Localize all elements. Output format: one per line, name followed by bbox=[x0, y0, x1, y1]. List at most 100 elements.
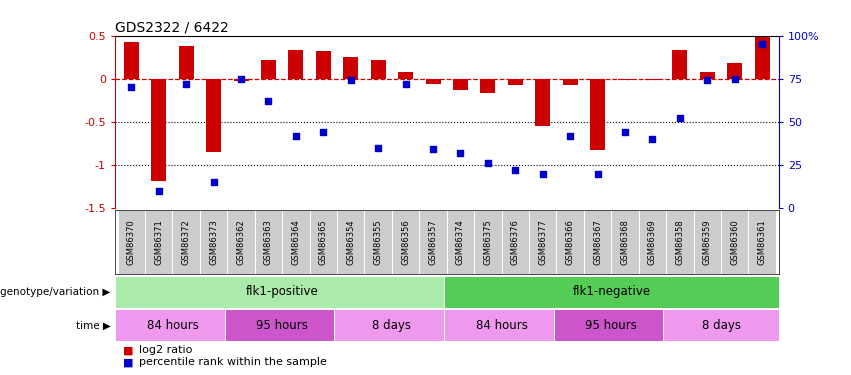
Text: GSM86360: GSM86360 bbox=[730, 219, 740, 265]
Text: GSM86358: GSM86358 bbox=[676, 219, 684, 265]
Bar bbox=[584, 210, 611, 274]
Text: 8 days: 8 days bbox=[373, 319, 411, 332]
Bar bbox=[474, 210, 501, 274]
Bar bbox=[444, 276, 779, 308]
Bar bbox=[672, 50, 688, 79]
Text: percentile rank within the sample: percentile rank within the sample bbox=[139, 357, 327, 367]
Bar bbox=[535, 79, 551, 126]
Bar bbox=[554, 309, 669, 341]
Bar bbox=[364, 210, 392, 274]
Point bbox=[180, 81, 193, 87]
Bar bbox=[590, 79, 605, 150]
Bar bbox=[316, 51, 331, 79]
Text: GSM86359: GSM86359 bbox=[703, 219, 711, 265]
Text: GSM86377: GSM86377 bbox=[539, 219, 547, 265]
Text: GSM86356: GSM86356 bbox=[401, 219, 410, 265]
Point bbox=[426, 147, 440, 153]
Text: GSM86371: GSM86371 bbox=[154, 219, 163, 265]
Bar bbox=[206, 79, 221, 152]
Text: GSM86368: GSM86368 bbox=[620, 219, 630, 265]
Bar bbox=[337, 210, 364, 274]
Bar bbox=[117, 210, 145, 274]
Point bbox=[700, 78, 714, 84]
Text: GSM86366: GSM86366 bbox=[566, 219, 574, 265]
Point bbox=[454, 150, 467, 156]
Text: GSM86361: GSM86361 bbox=[757, 219, 767, 265]
Text: GSM86364: GSM86364 bbox=[291, 219, 300, 265]
Point bbox=[261, 98, 275, 104]
Bar bbox=[225, 309, 340, 341]
Bar bbox=[700, 72, 715, 79]
Bar bbox=[261, 60, 276, 79]
Text: GSM86367: GSM86367 bbox=[593, 219, 603, 265]
Text: GSM86354: GSM86354 bbox=[346, 219, 355, 265]
Bar bbox=[721, 210, 749, 274]
Text: GSM86357: GSM86357 bbox=[429, 219, 437, 265]
Bar bbox=[123, 42, 139, 79]
Bar bbox=[200, 210, 227, 274]
Bar bbox=[145, 210, 173, 274]
Bar bbox=[254, 210, 283, 274]
Point bbox=[646, 136, 660, 142]
Text: GSM86365: GSM86365 bbox=[319, 219, 328, 265]
Bar bbox=[398, 72, 414, 79]
Point bbox=[371, 145, 385, 151]
Text: 95 hours: 95 hours bbox=[585, 319, 637, 332]
Point bbox=[207, 179, 220, 185]
Text: 95 hours: 95 hours bbox=[256, 319, 308, 332]
Point bbox=[756, 41, 769, 47]
Point bbox=[619, 129, 632, 135]
Bar bbox=[444, 309, 559, 341]
Bar bbox=[227, 210, 254, 274]
Bar bbox=[179, 46, 194, 79]
Bar bbox=[447, 210, 474, 274]
Bar bbox=[283, 210, 310, 274]
Bar bbox=[508, 79, 523, 85]
Point bbox=[234, 76, 248, 82]
Text: GDS2322 / 6422: GDS2322 / 6422 bbox=[115, 21, 229, 34]
Bar bbox=[618, 79, 632, 81]
Bar bbox=[563, 79, 578, 85]
Point bbox=[289, 133, 303, 139]
Bar bbox=[151, 79, 166, 180]
Text: 8 days: 8 days bbox=[701, 319, 740, 332]
Text: GSM86374: GSM86374 bbox=[456, 219, 465, 265]
Text: time ▶: time ▶ bbox=[76, 320, 111, 330]
Point bbox=[481, 160, 494, 166]
Bar bbox=[529, 210, 557, 274]
Bar bbox=[288, 50, 304, 79]
Bar bbox=[501, 210, 529, 274]
Bar bbox=[664, 309, 779, 341]
Bar bbox=[480, 79, 495, 93]
Bar bbox=[343, 57, 358, 79]
Bar bbox=[645, 79, 660, 80]
Bar bbox=[639, 210, 666, 274]
Bar bbox=[755, 38, 770, 79]
Text: GSM86373: GSM86373 bbox=[209, 219, 218, 265]
Bar bbox=[420, 210, 447, 274]
Bar bbox=[426, 79, 441, 84]
Bar bbox=[694, 210, 721, 274]
Bar bbox=[334, 309, 449, 341]
Text: GSM86370: GSM86370 bbox=[127, 219, 136, 265]
Point bbox=[728, 76, 741, 82]
Text: 84 hours: 84 hours bbox=[146, 319, 198, 332]
Text: ■: ■ bbox=[123, 357, 134, 367]
Bar bbox=[666, 210, 694, 274]
Text: GSM86372: GSM86372 bbox=[182, 219, 191, 265]
Bar bbox=[310, 210, 337, 274]
Text: GSM86376: GSM86376 bbox=[511, 219, 520, 265]
Bar bbox=[557, 210, 584, 274]
Text: flk1-negative: flk1-negative bbox=[572, 285, 650, 298]
Bar bbox=[611, 210, 639, 274]
Bar bbox=[371, 60, 386, 79]
Point bbox=[563, 133, 577, 139]
Text: flk1-positive: flk1-positive bbox=[246, 285, 318, 298]
Text: GSM86369: GSM86369 bbox=[648, 219, 657, 265]
Bar bbox=[728, 63, 742, 79]
Text: ■: ■ bbox=[123, 345, 134, 355]
Point bbox=[317, 129, 330, 135]
Text: 84 hours: 84 hours bbox=[476, 319, 528, 332]
Bar bbox=[392, 210, 420, 274]
Text: GSM86362: GSM86362 bbox=[237, 219, 246, 265]
